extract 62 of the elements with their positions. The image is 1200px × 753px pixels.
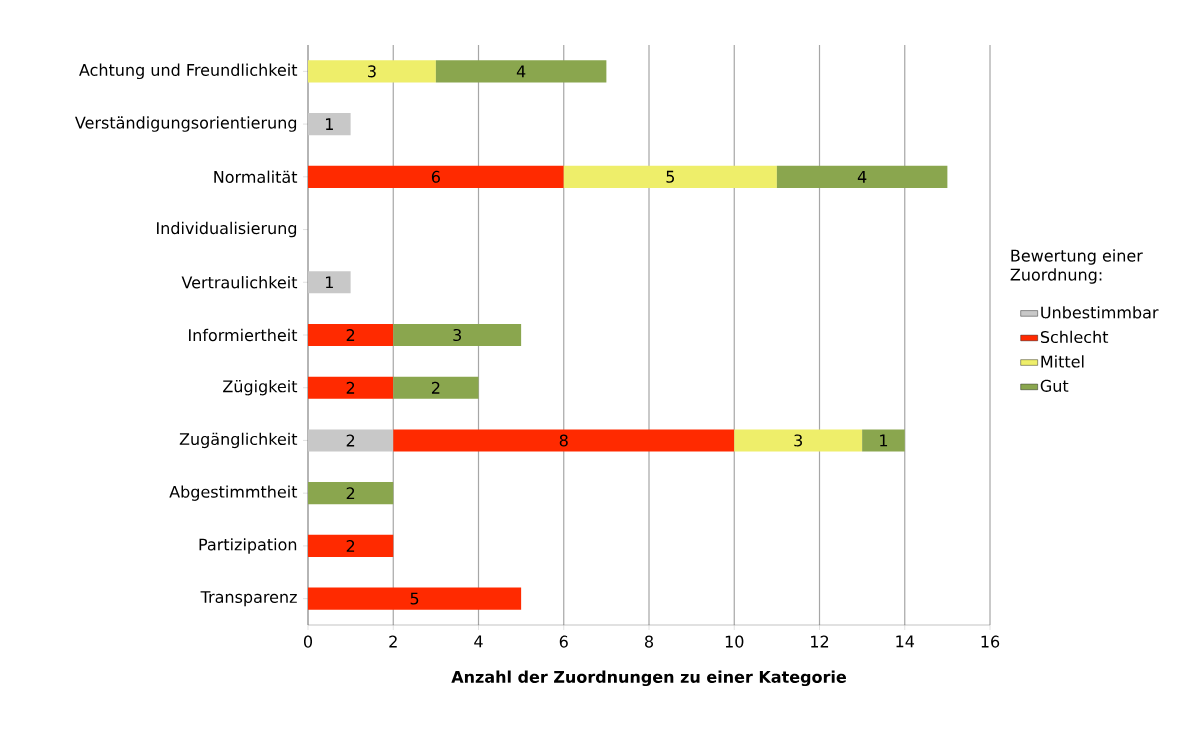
data-label: 5 [666,170,675,183]
bar [308,60,436,83]
data-label: 1 [325,276,333,289]
y-tick-label: Partizipation [199,538,297,554]
data-label: 3 [453,328,462,342]
x-tick-label: 12 [811,635,829,648]
bar [308,113,351,136]
legend-title: Bewertung einer Zuordnung: [1010,249,1143,284]
y-tick-label: Normalität [214,170,298,184]
bar [734,429,863,452]
bar [393,376,479,399]
data-label: 5 [410,592,419,605]
y-tick-label: Verständigungsorientierung [75,116,297,132]
legend-label: Schlecht [1040,330,1109,344]
data-label: 3 [794,434,803,447]
data-label: 4 [516,65,526,78]
y-tick-label: Transparenz [200,591,297,607]
bar [435,60,607,83]
x-tick-label: 14 [896,635,915,648]
x-tick-label: 4 [474,635,483,648]
y-tick-label: Vertraulichkeit [181,276,298,289]
y-tick-label: Informiertheit [189,328,298,342]
data-label: 8 [559,434,568,447]
x-tick-label: 8 [645,635,654,648]
y-tick-label: Zugänglichkeit [179,432,298,449]
legend-label: Mittel [1041,355,1084,368]
data-label: 2 [346,487,355,500]
bar [308,165,564,188]
bar [393,323,522,347]
data-label: 2 [346,434,355,447]
bar [393,429,735,452]
bar [563,165,777,188]
bar [308,534,394,557]
y-tick-label: Abgestimmtheit [169,485,298,501]
data-label: 1 [325,118,333,130]
bar [308,376,394,399]
x-tick-label: 16 [981,635,1000,648]
x-tick-label: 10 [725,635,744,648]
data-label: 2 [431,381,440,394]
y-tick-label: Achtung und Freundlichkeit [79,63,298,80]
data-label: 6 [431,170,440,183]
data-label: 2 [346,539,355,552]
data-label: 2 [346,329,355,341]
bar [776,165,948,188]
bar [308,482,394,505]
bar [308,587,522,610]
x-axis-title: Anzahl der Zuordnungen zu einer Kategorie [451,670,846,687]
data-label: 4 [857,170,867,183]
y-tick-label: Individualisierung [157,221,297,238]
x-tick-label: 0 [303,635,313,648]
bar [862,429,905,452]
bar [308,271,351,294]
data-label: 2 [346,381,355,394]
data-label: 1 [880,434,888,447]
bar [308,429,394,452]
bar [308,323,394,347]
y-tick-label: Zügigkeit [223,379,298,396]
x-tick-label: 6 [559,635,568,648]
x-tick-label: 2 [389,635,397,648]
legend-label: Unbestimmbar [1041,306,1159,319]
data-label: 3 [368,65,376,78]
legend-label: Gut [1040,379,1069,392]
